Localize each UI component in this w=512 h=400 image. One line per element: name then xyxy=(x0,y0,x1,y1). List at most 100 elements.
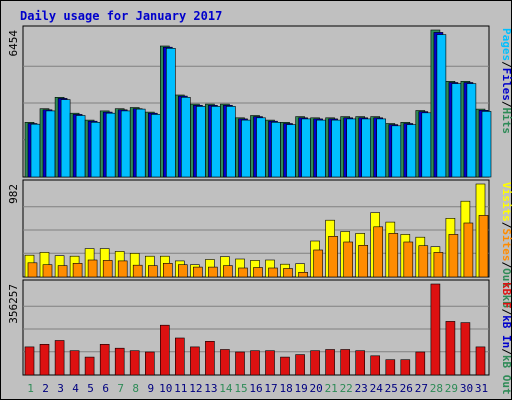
bar-kb-f-day-29 xyxy=(445,321,456,376)
bar-sites-day-29 xyxy=(448,234,459,278)
legend-entry: kB F xyxy=(500,282,512,309)
bar-sites-day-24 xyxy=(373,226,384,278)
x-tick-label: 21 xyxy=(325,382,338,395)
legend-entry: / xyxy=(500,222,512,229)
bar-sites-day-23 xyxy=(358,245,369,278)
legend-entry: Out xyxy=(500,268,512,288)
y-axis-max-label: 356257 xyxy=(7,284,20,324)
bar-pages-day-18 xyxy=(286,124,296,178)
bar-pages-day-12 xyxy=(196,106,206,178)
bar-kb-f-day-15 xyxy=(235,351,245,376)
bar-kb-f-day-3 xyxy=(54,340,65,376)
bar-kb-f-day-24 xyxy=(370,355,381,376)
bar-pages-day-16 xyxy=(256,117,266,178)
x-tick-label: 1 xyxy=(27,382,34,395)
bar-pages-day-2 xyxy=(45,110,56,178)
legend-entry: kB Out xyxy=(500,355,512,395)
bar-pages-day-9 xyxy=(151,114,161,178)
legend-entry: Pages xyxy=(500,28,512,61)
bar-sites-day-17 xyxy=(268,267,278,278)
bar-pages-day-8 xyxy=(135,108,146,178)
x-tick-label: 23 xyxy=(355,382,368,395)
bar-sites-day-4 xyxy=(72,262,83,278)
bar-pages-day-25 xyxy=(391,125,402,178)
bar-pages-day-30 xyxy=(466,83,477,178)
bar-kb-f-day-30 xyxy=(460,322,471,376)
x-tick-label: 2 xyxy=(42,382,49,395)
chart-title: Daily usage for January 2017 xyxy=(20,9,222,23)
bar-sites-day-8 xyxy=(132,264,143,278)
bar-kb-f-day-22 xyxy=(340,349,351,376)
x-tick-label: 6 xyxy=(102,382,109,395)
bar-sites-day-6 xyxy=(102,260,113,278)
bar-sites-day-30 xyxy=(463,222,474,278)
bar-sites-day-5 xyxy=(87,259,98,278)
legend-entry: Sites xyxy=(500,228,512,261)
bar-pages-day-22 xyxy=(346,118,357,178)
x-tick-label: 10 xyxy=(159,382,172,395)
bar-sites-day-12 xyxy=(193,266,203,278)
x-tick-label: 13 xyxy=(204,382,217,395)
bar-sites-day-28 xyxy=(433,252,444,278)
bar-pages-day-1 xyxy=(30,123,41,178)
legend-entry: / xyxy=(500,61,512,68)
bar-kb-f-day-2 xyxy=(39,343,50,376)
bar-sites-day-20 xyxy=(313,249,323,278)
bar-pages-day-20 xyxy=(316,119,326,178)
bar-sites-day-10 xyxy=(163,262,173,278)
bar-kb-f-day-6 xyxy=(99,343,110,376)
bar-sites-day-13 xyxy=(208,266,218,278)
bar-pages-day-3 xyxy=(60,99,71,178)
legend-entry: / xyxy=(500,309,512,316)
legend-entry: kB In xyxy=(500,315,512,348)
x-tick-label: 11 xyxy=(174,382,187,395)
bar-sites-day-19 xyxy=(298,271,308,278)
panel-hits-files-pages: 6454 Pages/Files/Hits xyxy=(7,25,512,178)
bar-kb-f-day-31 xyxy=(475,346,486,376)
bar-kb-f-day-1 xyxy=(24,346,35,376)
x-tick-label: 12 xyxy=(189,382,202,395)
bar-pages-day-24 xyxy=(376,118,387,178)
bar-kb-f-day-5 xyxy=(84,356,95,376)
bar-sites-day-3 xyxy=(57,265,68,278)
x-tick-label: 20 xyxy=(309,382,322,395)
bar-pages-day-6 xyxy=(105,112,116,178)
panel-kbytes: 356257 kB F/kB In/kB Out xyxy=(7,279,512,395)
bar-kb-f-day-13 xyxy=(205,340,215,376)
bar-sites-day-22 xyxy=(343,241,354,278)
x-tick-label: 5 xyxy=(87,382,94,395)
bar-sites-day-26 xyxy=(403,241,414,278)
bar-kb-f-day-8 xyxy=(129,350,140,376)
bar-pages-day-17 xyxy=(271,122,281,178)
x-tick-label: 31 xyxy=(475,382,488,395)
bar-pages-day-7 xyxy=(120,110,131,178)
bar-pages-day-27 xyxy=(421,112,432,178)
bar-kb-f-day-19 xyxy=(295,354,305,376)
bar-pages-day-15 xyxy=(241,119,251,178)
x-tick-label: 15 xyxy=(234,382,247,395)
y-axis-max-label: 982 xyxy=(7,184,20,204)
legend-entry: / xyxy=(500,348,512,355)
x-tick-label: 25 xyxy=(385,382,398,395)
legend-entry: / xyxy=(500,262,512,269)
x-tick-label: 4 xyxy=(72,382,79,395)
bar-kb-f-day-12 xyxy=(190,346,200,376)
bar-kb-f-day-26 xyxy=(400,359,411,376)
bar-pages-day-29 xyxy=(451,83,462,178)
bar-sites-day-7 xyxy=(117,260,128,278)
x-tick-label: 3 xyxy=(57,382,64,395)
bar-kb-f-day-10 xyxy=(160,324,170,376)
legend-entry: / xyxy=(500,101,512,108)
bar-sites-day-21 xyxy=(328,236,338,278)
bar-kb-f-day-20 xyxy=(310,350,320,376)
y-axis-max-label: 6454 xyxy=(7,30,20,57)
legend-middle: Visits/Sites/Out kB xyxy=(500,182,512,308)
x-tick-label: 30 xyxy=(460,382,473,395)
bar-pages-day-23 xyxy=(361,118,372,178)
legend-entry: Visits xyxy=(500,182,512,222)
x-tick-label: 8 xyxy=(132,382,139,395)
bar-pages-day-21 xyxy=(331,119,341,178)
x-tick-label: 18 xyxy=(279,382,292,395)
bar-pages-day-5 xyxy=(90,122,101,178)
